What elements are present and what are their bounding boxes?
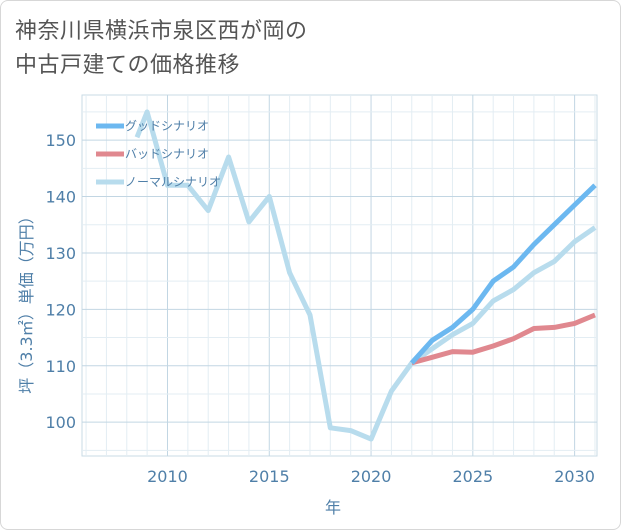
series-line-good xyxy=(409,183,597,365)
legend-normal-label: ノーマルシナリオ xyxy=(125,175,221,189)
x-tick-label: 2010 xyxy=(147,467,188,486)
y-tick-label: 130 xyxy=(45,244,76,263)
chart-title-line1: 神奈川県横浜市泉区西が岡の xyxy=(15,19,308,44)
x-axis-label: 年 xyxy=(325,498,341,517)
y-tick-label: 110 xyxy=(45,357,76,376)
series-lines xyxy=(134,109,597,442)
x-tick-label: 2025 xyxy=(452,467,493,486)
x-tick-label: 2020 xyxy=(351,467,392,486)
y-axis-label: 坪（3.3㎡）単価（万円） xyxy=(17,208,36,393)
plot-frame xyxy=(81,94,598,457)
y-tick-label: 150 xyxy=(45,131,76,150)
legend-bad-label: バッドシナリオ xyxy=(125,147,209,161)
x-tick-label: 2030 xyxy=(554,467,595,486)
chart-title: 神奈川県横浜市泉区西が岡の 中古戸建ての価格推移 xyxy=(15,15,308,83)
series-line-bad xyxy=(411,312,596,366)
x-axis-ticks: 2010 2015 2020 2025 2030 xyxy=(147,467,595,486)
chart-title-line2: 中古戸建ての価格推移 xyxy=(15,53,241,78)
grid xyxy=(81,94,598,457)
y-tick-label: 120 xyxy=(45,300,76,319)
series-line-normal xyxy=(134,109,597,442)
y-tick-label: 100 xyxy=(45,413,76,432)
legend-good-label: グッドシナリオ xyxy=(125,119,209,133)
x-tick-label: 2015 xyxy=(249,467,290,486)
y-axis-ticks: 100 110 120 130 140 150 xyxy=(45,131,76,432)
y-tick-label: 140 xyxy=(45,188,76,207)
